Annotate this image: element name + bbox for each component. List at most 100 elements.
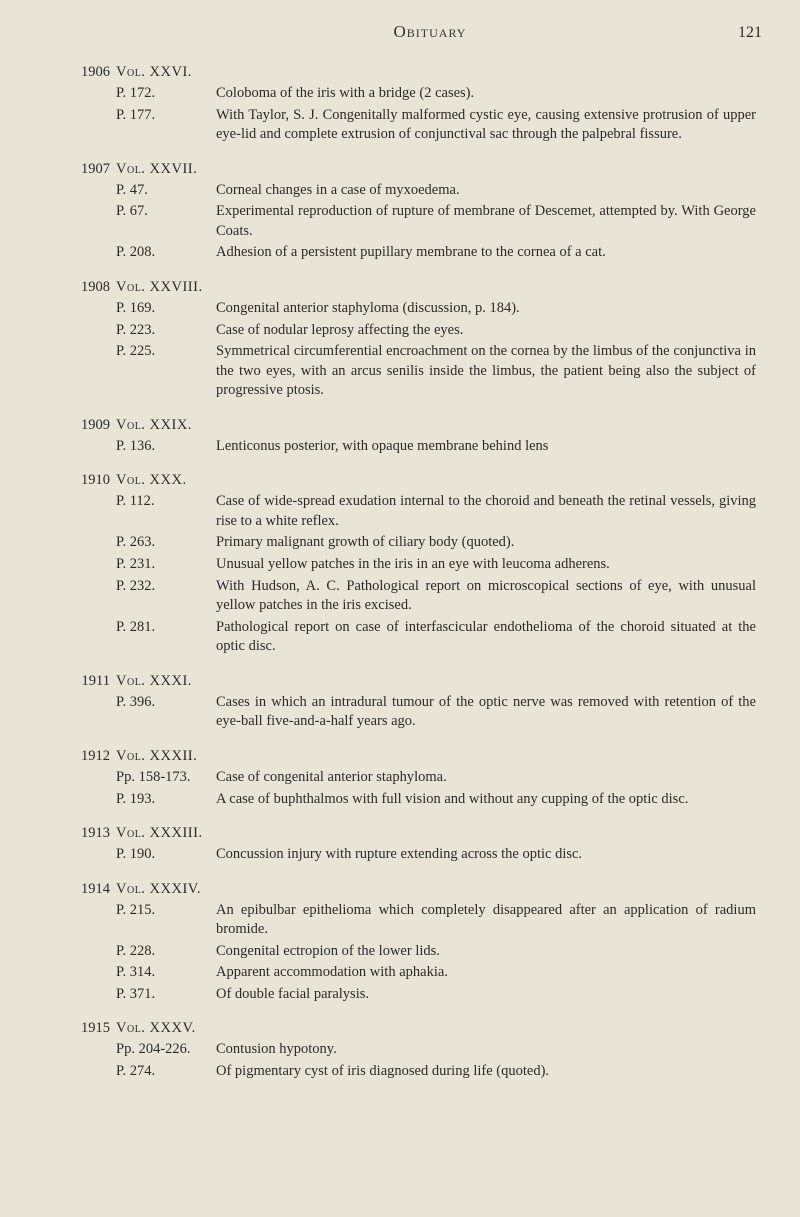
entry-description: With Taylor, S. J. Congenitally malforme… (216, 106, 756, 145)
volume-body: Vol. XXXV. Pp. 204-226.Contusion hypotony… (116, 1020, 756, 1083)
volume-year: 1910 (58, 472, 116, 489)
volume-block: 1913Vol. XXXIII. P. 190.Concussion injury… (58, 825, 762, 867)
volume-title: Vol. XXVII. (116, 161, 756, 178)
entry-description: Congenital anterior staphyloma (discussi… (216, 299, 756, 319)
entry-row: P. 208.Adhesion of a persistent pupillar… (116, 243, 756, 263)
entry-description: Pathological report on case of interfasc… (216, 618, 756, 657)
entry-page-ref: P. 225. (116, 342, 216, 401)
volume-year: 1912 (58, 748, 116, 765)
entry-page-ref: P. 136. (116, 437, 216, 457)
entry-description: An epibulbar epithelioma which completel… (216, 901, 756, 940)
entry-row: P. 169.Congenital anterior staphyloma (d… (116, 299, 756, 319)
volume-block: 1908Vol. XXVIII. P. 169.Congenital anteri… (58, 279, 762, 403)
volume-block: 1909Vol. XXIX. P. 136.Lenticonus posterio… (58, 417, 762, 459)
volume-block: 1914Vol. XXXIV. P. 215.An epibulbar epith… (58, 881, 762, 1007)
volume-year: 1915 (58, 1020, 116, 1037)
entry-description: Primary malignant growth of ciliary body… (216, 533, 756, 553)
entry-page-ref: P. 112. (116, 492, 216, 531)
volume-body: Vol. XXXII. Pp. 158-173.Case of congenita… (116, 748, 756, 811)
entry-description: Concussion injury with rupture extending… (216, 845, 756, 865)
volume-body: Vol. XXXIV. P. 215.An epibulbar epithelio… (116, 881, 756, 1007)
entry-page-ref: P. 172. (116, 84, 216, 104)
volume-body: Vol. XXVI. P. 172.Coloboma of the iris wi… (116, 64, 756, 147)
volume-title: Vol. XXX. (116, 472, 756, 489)
entry-row: P. 67.Experimental reproduction of ruptu… (116, 202, 756, 241)
entry-row: P. 274.Of pigmentary cyst of iris diagno… (116, 1062, 756, 1082)
volume-block: 1907Vol. XXVII. P. 47.Corneal changes in … (58, 161, 762, 265)
volume-title: Vol. XXXIII. (116, 825, 756, 842)
entry-page-ref: P. 223. (116, 321, 216, 341)
volume-block: 1915Vol. XXXV. Pp. 204-226.Contusion hypo… (58, 1020, 762, 1083)
entry-page-ref: P. 169. (116, 299, 216, 319)
header-title: Obituary (148, 22, 712, 42)
entry-row: P. 396.Cases in which an intradural tumo… (116, 693, 756, 732)
entry-page-ref: P. 47. (116, 181, 216, 201)
volume-year: 1909 (58, 417, 116, 434)
entry-page-ref: P. 231. (116, 555, 216, 575)
entry-row: P. 223.Case of nodular leprosy affecting… (116, 321, 756, 341)
page-header: Obituary 121 (58, 22, 762, 42)
entry-description: Symmetrical circumferential encroachment… (216, 342, 756, 401)
entry-row: P. 215.An epibulbar epithelioma which co… (116, 901, 756, 940)
volume-title: Vol. XXXI. (116, 673, 756, 690)
volume-year: 1907 (58, 161, 116, 178)
volume-block: 1910Vol. XXX. P. 112.Case of wide-spread … (58, 472, 762, 659)
entry-row: P. 190.Concussion injury with rupture ex… (116, 845, 756, 865)
volume-year: 1913 (58, 825, 116, 842)
volume-body: Vol. XXVII. P. 47.Corneal changes in a ca… (116, 161, 756, 265)
entry-page-ref: P. 193. (116, 790, 216, 810)
page-container: Obituary 121 1906Vol. XXVI. P. 172.Colobo… (0, 0, 800, 1217)
entry-page-ref: P. 371. (116, 985, 216, 1005)
entry-description: Case of nodular leprosy affecting the ey… (216, 321, 756, 341)
entry-row: P. 232.With Hudson, A. C. Pathological r… (116, 577, 756, 616)
entry-row: P. 193.A case of buphthalmos with full v… (116, 790, 756, 810)
volume-title: Vol. XXVI. (116, 64, 756, 81)
entry-page-ref: Pp. 204-226. (116, 1040, 216, 1060)
volume-title: Vol. XXXIV. (116, 881, 756, 898)
entry-row: Pp. 204-226.Contusion hypotony. (116, 1040, 756, 1060)
entry-row: P. 281.Pathological report on case of in… (116, 618, 756, 657)
entry-page-ref: P. 177. (116, 106, 216, 145)
entry-description: Corneal changes in a case of myxoedema. (216, 181, 756, 201)
entry-description: A case of buphthalmos with full vision a… (216, 790, 756, 810)
volumes-list: 1906Vol. XXVI. P. 172.Coloboma of the iri… (58, 64, 762, 1084)
volume-year: 1911 (58, 673, 116, 690)
entry-description: Contusion hypotony. (216, 1040, 756, 1060)
volume-body: Vol. XXXIII. P. 190.Concussion injury wit… (116, 825, 756, 867)
entry-page-ref: P. 208. (116, 243, 216, 263)
entry-row: P. 136.Lenticonus posterior, with opaque… (116, 437, 756, 457)
entry-row: P. 225.Symmetrical circumferential encro… (116, 342, 756, 401)
entry-page-ref: P. 314. (116, 963, 216, 983)
entry-row: P. 112.Case of wide-spread exudation int… (116, 492, 756, 531)
volume-body: Vol. XXXI. P. 396.Cases in which an intra… (116, 673, 756, 734)
entry-row: P. 177.With Taylor, S. J. Congenitally m… (116, 106, 756, 145)
entry-row: P. 371.Of double facial paralysis. (116, 985, 756, 1005)
volume-year: 1908 (58, 279, 116, 296)
entry-description: Case of congenital anterior staphyloma. (216, 768, 756, 788)
entry-description: Case of wide-spread exudation internal t… (216, 492, 756, 531)
entry-page-ref: P. 263. (116, 533, 216, 553)
entry-row: P. 263.Primary malignant growth of cilia… (116, 533, 756, 553)
entry-page-ref: P. 67. (116, 202, 216, 241)
volume-year: 1914 (58, 881, 116, 898)
volume-body: Vol. XXIX. P. 136.Lenticonus posterior, w… (116, 417, 756, 459)
entry-page-ref: Pp. 158-173. (116, 768, 216, 788)
page-number: 121 (712, 24, 762, 42)
volume-title: Vol. XXIX. (116, 417, 756, 434)
volume-year: 1906 (58, 64, 116, 81)
volume-title: Vol. XXXII. (116, 748, 756, 765)
entry-description: Congenital ectropion of the lower lids. (216, 942, 756, 962)
entry-description: Experimental reproduction of rupture of … (216, 202, 756, 241)
entry-description: Unusual yellow patches in the iris in an… (216, 555, 756, 575)
volume-title: Vol. XXVIII. (116, 279, 756, 296)
volume-block: 1906Vol. XXVI. P. 172.Coloboma of the iri… (58, 64, 762, 147)
entry-description: Adhesion of a persistent pupillary membr… (216, 243, 756, 263)
volume-block: 1912Vol. XXXII. Pp. 158-173.Case of conge… (58, 748, 762, 811)
entry-page-ref: P. 190. (116, 845, 216, 865)
entry-description: Of pigmentary cyst of iris diagnosed dur… (216, 1062, 756, 1082)
entry-row: P. 172.Coloboma of the iris with a bridg… (116, 84, 756, 104)
entry-page-ref: P. 274. (116, 1062, 216, 1082)
volume-title: Vol. XXXV. (116, 1020, 756, 1037)
entry-page-ref: P. 215. (116, 901, 216, 940)
volume-body: Vol. XXX. P. 112.Case of wide-spread exud… (116, 472, 756, 659)
